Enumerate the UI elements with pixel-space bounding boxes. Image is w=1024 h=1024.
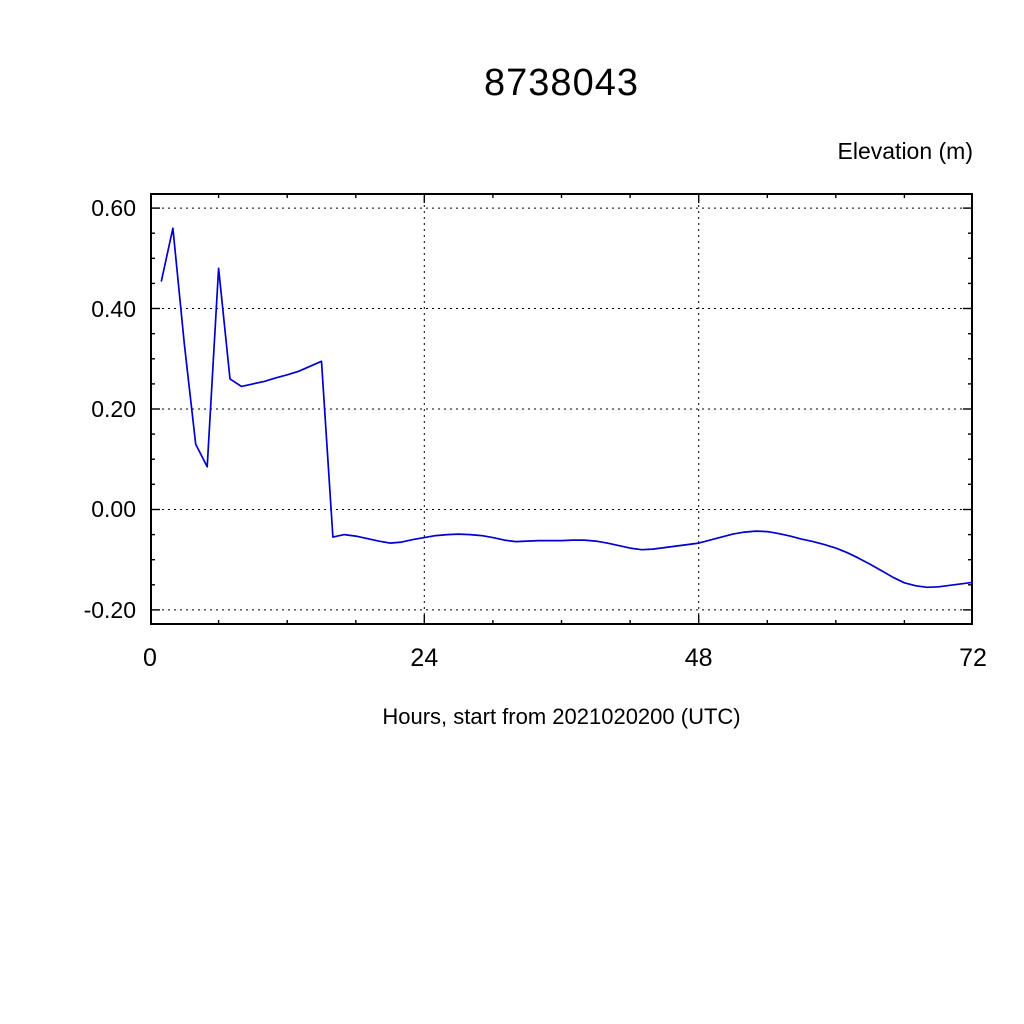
plot-frame	[150, 193, 973, 625]
x-axis-title: Hours, start from 2021020200 (UTC)	[382, 704, 741, 729]
y-tick-label: 0.40	[91, 295, 136, 322]
x-tick-label: 72	[959, 644, 987, 672]
y-axis-title: Elevation (m)	[837, 138, 973, 164]
y-tick-label: 0.60	[91, 195, 136, 222]
elevation-line	[160, 227, 973, 589]
y-tick-label: 0.20	[91, 396, 136, 422]
y-tick-label: -0.20	[83, 596, 136, 623]
x-tick-label: 48	[684, 644, 713, 672]
chart-title: 8738043	[484, 62, 639, 104]
x-tick-label: 0	[143, 644, 157, 672]
x-tick-label: 24	[410, 644, 439, 672]
plot-area	[150, 193, 973, 625]
y-tick-label: 0.00	[91, 496, 136, 523]
